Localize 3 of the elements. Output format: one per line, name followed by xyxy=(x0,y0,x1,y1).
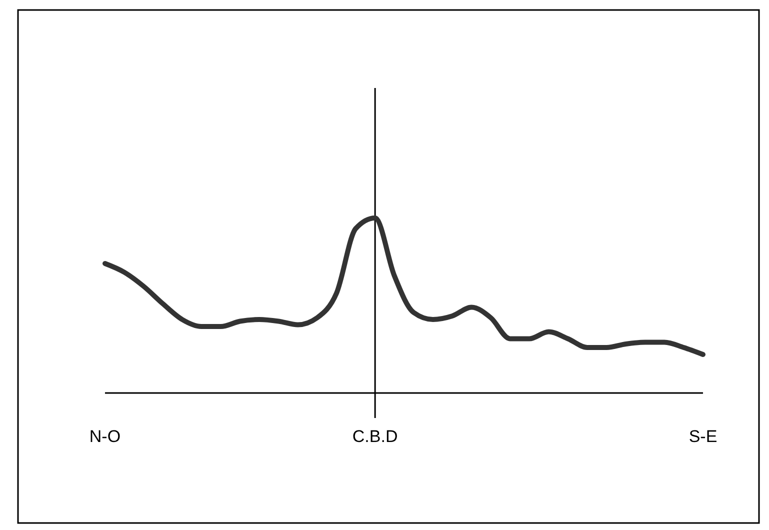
x-tick-label: C.B.D xyxy=(352,427,398,446)
x-tick-label: S-E xyxy=(688,427,718,446)
x-tick-label: N-O xyxy=(89,427,121,446)
